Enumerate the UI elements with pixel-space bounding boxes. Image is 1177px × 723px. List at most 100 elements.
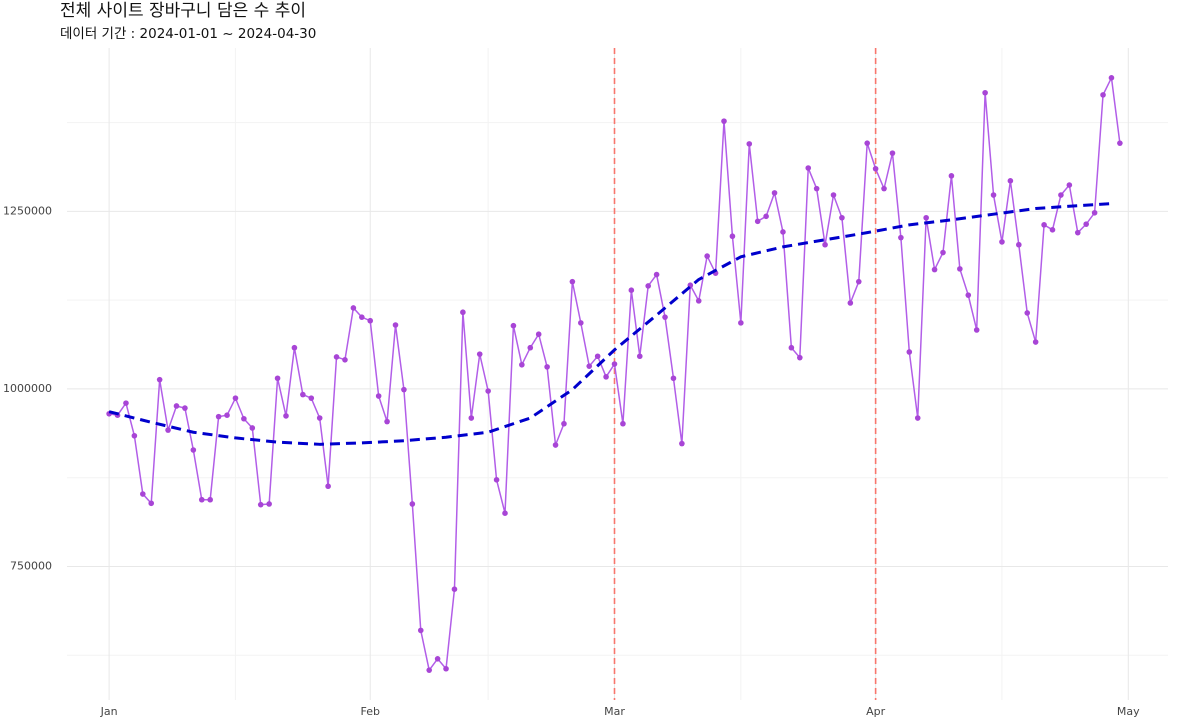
data-point	[190, 447, 197, 453]
data-point	[813, 185, 820, 192]
data-point	[586, 363, 593, 369]
data-point	[906, 349, 913, 355]
data-point	[375, 393, 382, 399]
data-point	[535, 331, 542, 338]
data-point	[224, 412, 230, 418]
y-tick-label: 750000	[10, 559, 52, 572]
data-point	[855, 278, 862, 285]
data-point	[738, 320, 744, 326]
data-point	[476, 351, 483, 357]
data-point	[544, 364, 550, 370]
data-point	[156, 376, 163, 383]
data-point	[973, 327, 980, 333]
data-point	[653, 271, 660, 278]
data-point	[780, 229, 786, 235]
data-point	[1074, 229, 1081, 236]
data-point	[367, 317, 374, 324]
data-point	[620, 420, 626, 427]
x-tick-label: Jan	[100, 705, 118, 718]
chart-title: 전체 사이트 장바구니 담은 수 추이	[60, 1, 306, 21]
data-point	[198, 496, 205, 503]
data-point	[670, 375, 677, 382]
data-point	[822, 241, 828, 248]
data-point	[805, 165, 812, 171]
data-point	[872, 165, 879, 172]
data-point	[561, 420, 567, 427]
data-point	[889, 150, 896, 156]
y-tick-label: 1000000	[3, 382, 52, 395]
data-point	[830, 192, 837, 198]
data-point	[1066, 182, 1073, 188]
chart-subtitle: 데이터 기간 : 2024-01-01 ~ 2024-04-30	[60, 26, 316, 42]
data-point	[923, 214, 929, 221]
data-point	[266, 501, 272, 507]
data-point	[384, 418, 390, 425]
data-point	[215, 413, 222, 420]
data-point	[704, 253, 710, 259]
x-tick-label: May	[1117, 705, 1140, 718]
data-point	[485, 388, 491, 394]
data-point	[409, 501, 416, 507]
data-point	[1049, 227, 1056, 233]
data-point	[628, 287, 635, 293]
data-point	[173, 403, 180, 409]
data-point	[679, 440, 685, 447]
data-point	[434, 656, 441, 662]
data-point	[721, 118, 727, 124]
data-point	[788, 344, 795, 351]
data-point	[123, 400, 129, 406]
data-point	[1024, 310, 1031, 316]
data-point	[898, 234, 904, 241]
data-point	[257, 501, 264, 508]
data-point	[283, 413, 289, 419]
data-point	[965, 292, 972, 298]
data-point	[914, 415, 921, 421]
data-point	[274, 375, 281, 382]
data-point	[948, 173, 955, 179]
data-point	[131, 432, 138, 439]
data-point	[999, 239, 1005, 245]
data-point	[881, 185, 887, 192]
x-tick-label: Feb	[360, 705, 379, 718]
x-tick-label: Mar	[604, 705, 625, 718]
data-point	[1100, 92, 1106, 98]
data-point	[460, 309, 466, 316]
data-point	[864, 140, 870, 146]
y-tick-label: 1250000	[3, 204, 52, 217]
data-point	[552, 442, 559, 448]
data-point	[519, 361, 525, 368]
data-point	[502, 510, 508, 517]
data-point	[1041, 222, 1047, 228]
data-point	[1032, 339, 1039, 345]
data-point	[333, 354, 340, 360]
data-point	[401, 386, 407, 393]
data-point	[771, 190, 778, 196]
data-point	[839, 214, 845, 221]
data-point	[695, 298, 702, 304]
data-point	[982, 89, 988, 96]
data-point	[241, 415, 247, 422]
data-point	[316, 415, 323, 421]
data-point	[931, 266, 938, 273]
data-point	[527, 344, 534, 351]
data-point	[636, 353, 643, 360]
data-point	[1007, 178, 1014, 184]
data-point	[426, 667, 432, 673]
data-point	[990, 192, 997, 198]
data-point	[207, 496, 213, 503]
data-point	[754, 218, 761, 225]
data-point	[350, 305, 357, 311]
x-tick-label: Apr	[866, 705, 886, 718]
data-point	[957, 266, 963, 272]
data-point	[746, 141, 753, 147]
data-point	[797, 354, 803, 361]
data-point	[451, 586, 458, 593]
data-point	[662, 314, 668, 320]
data-point	[291, 344, 298, 351]
data-point	[1117, 140, 1123, 146]
data-point	[611, 361, 618, 367]
data-point	[417, 627, 424, 634]
data-point	[510, 322, 517, 329]
data-point	[325, 483, 331, 490]
